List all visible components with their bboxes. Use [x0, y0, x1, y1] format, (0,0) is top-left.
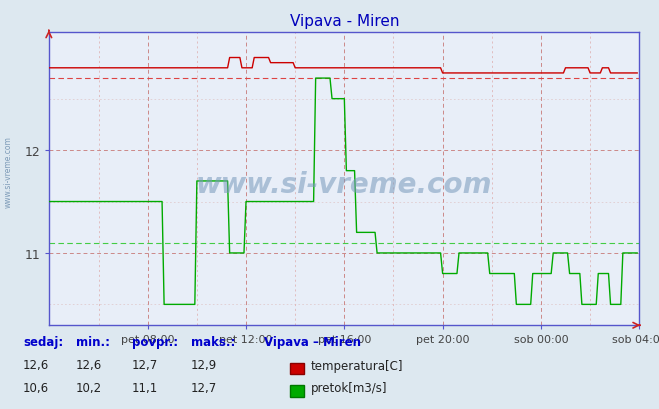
- Text: maks.:: maks.:: [191, 336, 235, 348]
- Title: Vipava - Miren: Vipava - Miren: [289, 14, 399, 29]
- Text: www.si-vreme.com: www.si-vreme.com: [196, 171, 492, 199]
- Text: povpr.:: povpr.:: [132, 336, 178, 348]
- Text: 11,1: 11,1: [132, 381, 158, 393]
- Text: www.si-vreme.com: www.si-vreme.com: [3, 136, 13, 208]
- Text: sedaj:: sedaj:: [23, 336, 63, 348]
- Text: 10,6: 10,6: [23, 381, 49, 393]
- Text: 12,7: 12,7: [132, 358, 158, 371]
- Text: 10,2: 10,2: [76, 381, 102, 393]
- Text: Vipava – Miren: Vipava – Miren: [264, 336, 360, 348]
- Text: temperatura[C]: temperatura[C]: [311, 359, 403, 372]
- Text: 12,6: 12,6: [76, 358, 102, 371]
- Text: min.:: min.:: [76, 336, 110, 348]
- Text: pretok[m3/s]: pretok[m3/s]: [311, 382, 387, 394]
- Text: 12,6: 12,6: [23, 358, 49, 371]
- Text: 12,7: 12,7: [191, 381, 217, 393]
- Text: 12,9: 12,9: [191, 358, 217, 371]
